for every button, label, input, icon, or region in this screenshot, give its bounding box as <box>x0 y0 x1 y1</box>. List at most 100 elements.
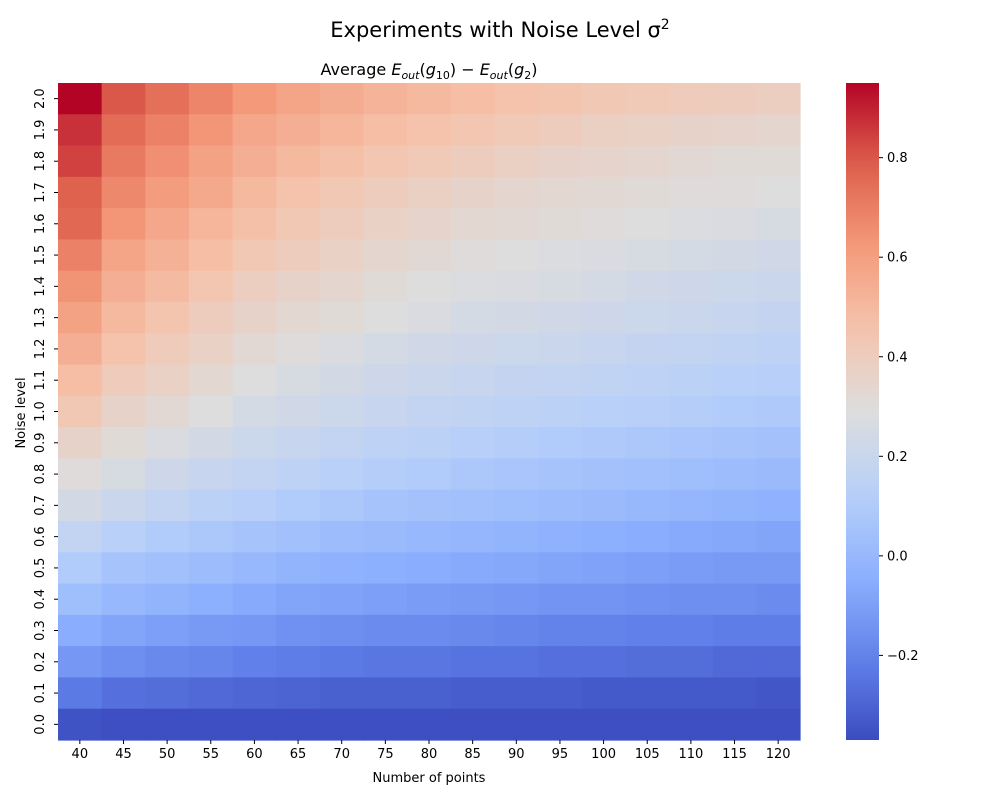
heatmap-cell <box>450 145 496 178</box>
heatmap-cell <box>363 427 408 460</box>
heatmap-cell <box>538 583 583 616</box>
heatmap-cell <box>58 302 103 334</box>
heatmap-cell <box>494 395 539 428</box>
heatmap-cell <box>494 114 539 147</box>
heatmap-cell <box>407 333 452 366</box>
heatmap-cell <box>581 427 627 460</box>
heatmap-cell <box>712 552 757 585</box>
heatmap-cell <box>407 145 452 178</box>
heatmap-cell <box>319 395 365 428</box>
heatmap-cell <box>669 333 714 366</box>
heatmap-cell <box>188 427 234 460</box>
x-tick-label: 70 <box>333 747 350 762</box>
heatmap-cell <box>101 395 146 428</box>
heatmap-cell <box>145 270 190 303</box>
heatmap-cell <box>276 239 321 272</box>
x-tick-label: 120 <box>766 747 791 762</box>
heatmap-cells <box>58 83 801 741</box>
heatmap-cell <box>712 364 757 397</box>
heatmap-cell <box>450 677 496 710</box>
y-tick-label: 2.0 <box>33 88 48 109</box>
heatmap-cell <box>232 458 277 491</box>
colorbar-tick-label: −0.2 <box>887 649 919 664</box>
heatmap-cell <box>276 302 321 334</box>
heatmap-cell <box>581 302 627 334</box>
heatmap-cell <box>58 583 103 616</box>
heatmap-cell <box>538 521 583 553</box>
heatmap-cell <box>188 489 234 522</box>
x-tick-label: 45 <box>115 747 132 762</box>
heatmap-cell <box>494 677 539 710</box>
heatmap-cell <box>494 270 539 303</box>
heatmap-cell <box>450 239 496 272</box>
heatmap-cell <box>494 208 539 241</box>
heatmap-cell <box>276 427 321 460</box>
heatmap-cell <box>58 333 103 366</box>
x-tick-label: 105 <box>635 747 660 762</box>
y-tick-label: 0.9 <box>33 432 48 453</box>
heatmap-cell <box>363 583 408 616</box>
heatmap-cell <box>58 176 103 209</box>
heatmap-cell <box>756 364 801 397</box>
heatmap-cell <box>538 458 583 491</box>
heatmap-cell <box>712 521 757 553</box>
heatmap-cell <box>232 489 277 522</box>
heatmap-cell <box>58 364 103 397</box>
heatmap-cell <box>625 614 670 647</box>
heatmap-cell <box>538 677 583 710</box>
heatmap-cell <box>319 583 365 616</box>
heatmap-cell <box>101 646 146 679</box>
heatmap-cell <box>363 176 408 209</box>
y-tick-label: 0.6 <box>33 526 48 547</box>
heatmap-cell <box>581 145 627 178</box>
colorbar-tick-label: 0.0 <box>887 549 908 564</box>
heatmap-cell <box>756 583 801 616</box>
heatmap-cell <box>319 176 365 209</box>
heatmap-cell <box>538 176 583 209</box>
heatmap-cell <box>669 614 714 647</box>
heatmap-cell <box>450 270 496 303</box>
heatmap-cell <box>581 458 627 491</box>
figure-suptitle: Experiments with Noise Level σ2 <box>330 17 669 42</box>
heatmap-cell <box>101 176 146 209</box>
heatmap-cell <box>407 708 452 741</box>
heatmap-cell <box>145 145 190 178</box>
heatmap-cell <box>669 145 714 178</box>
heatmap-cell <box>319 458 365 491</box>
heatmap-cell <box>145 708 190 741</box>
x-tick-label: 65 <box>290 747 307 762</box>
heatmap-cell <box>319 270 365 303</box>
y-tick-label: 1.3 <box>33 307 48 328</box>
heatmap-cell <box>538 302 583 334</box>
heatmap-cell <box>145 677 190 710</box>
heatmap-cell <box>581 208 627 241</box>
heatmap-cell <box>232 521 277 553</box>
heatmap-cell <box>101 458 146 491</box>
heatmap-cell <box>145 552 190 585</box>
heatmap-cell <box>232 270 277 303</box>
heatmap-cell <box>319 614 365 647</box>
heatmap-cell <box>581 614 627 647</box>
heatmap-cell <box>145 364 190 397</box>
colorbar-tick-label: 0.8 <box>887 151 908 166</box>
heatmap-cell <box>494 333 539 366</box>
heatmap-cell <box>625 489 670 522</box>
heatmap-cell <box>407 395 452 428</box>
heatmap-cell <box>363 458 408 491</box>
heatmap-cell <box>319 333 365 366</box>
heatmap-cell <box>538 646 583 679</box>
heatmap-cell <box>407 583 452 616</box>
heatmap-cell <box>450 395 496 428</box>
heatmap-cell <box>363 395 408 428</box>
heatmap-cell <box>363 708 408 741</box>
heatmap-cell <box>407 552 452 585</box>
heatmap-cell <box>450 302 496 334</box>
heatmap-cell <box>712 395 757 428</box>
heatmap-cell <box>407 521 452 553</box>
heatmap-cell <box>58 145 103 178</box>
heatmap-cell <box>756 708 801 741</box>
heatmap-cell <box>625 677 670 710</box>
x-tick-label: 75 <box>377 747 394 762</box>
heatmap-cell <box>363 270 408 303</box>
